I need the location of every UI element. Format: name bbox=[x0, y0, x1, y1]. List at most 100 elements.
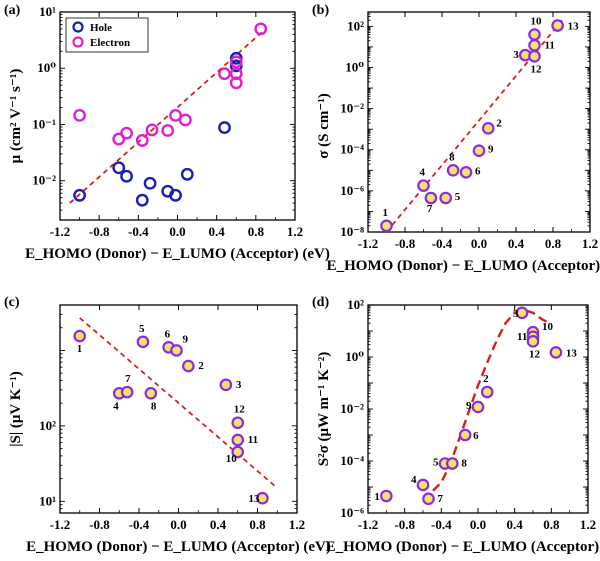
x-tick-label: -0.4 bbox=[431, 517, 452, 532]
panel-b: -1.2 -0.8 -0.4 0.0 0.4 0.8 1.2 10⁻⁸ 10⁻⁶ 10⁻⁴ 10⁻²… bbox=[312, 3, 600, 274]
y-tick-label: 10⁰ bbox=[37, 60, 56, 75]
y-tick-label: 10² bbox=[347, 18, 364, 33]
plot-frame bbox=[367, 11, 591, 233]
x-tick-label: 1.2 bbox=[582, 236, 598, 251]
x-tick-label: -0.4 bbox=[129, 517, 150, 532]
data-point bbox=[446, 164, 460, 177]
point-label: 12 bbox=[531, 63, 543, 75]
point-label: 2 bbox=[496, 117, 502, 129]
x-tick-label: -1.2 bbox=[50, 224, 71, 239]
data-point bbox=[439, 191, 452, 205]
x-tick-label: 0.4 bbox=[508, 236, 525, 251]
x-tick-label: 0.8 bbox=[545, 236, 562, 251]
data-point bbox=[471, 400, 485, 414]
x-tick-label: -0.8 bbox=[89, 517, 110, 532]
point-label: 10 bbox=[542, 321, 554, 333]
point-label: 6 bbox=[473, 430, 479, 442]
x-tick-label: 0.0 bbox=[169, 224, 185, 239]
data-point bbox=[458, 428, 472, 442]
y-tick-label: 10⁰ bbox=[345, 59, 364, 74]
point-label: 5 bbox=[455, 191, 461, 203]
x-tick-label: 1.2 bbox=[289, 517, 305, 532]
data-point bbox=[459, 166, 473, 179]
y-axis-label: μ (cm² V⁻¹ s⁻¹) bbox=[8, 69, 24, 164]
data-point bbox=[144, 387, 158, 400]
data-point bbox=[416, 478, 430, 492]
electron-point bbox=[145, 123, 159, 137]
data-point bbox=[380, 489, 393, 503]
x-tick-label: 0.4 bbox=[507, 517, 524, 532]
point-label: 1 bbox=[374, 491, 380, 503]
point-label: 9 bbox=[488, 144, 494, 156]
x-axis-label: E_HOMO (Donor) − E_LUMO (Acceptor) (eV) bbox=[327, 258, 600, 274]
point-label: 13 bbox=[566, 347, 578, 359]
data-point bbox=[549, 346, 563, 359]
data-point bbox=[182, 359, 195, 373]
hole-point bbox=[120, 169, 133, 183]
data-point bbox=[136, 335, 150, 349]
x-tick-label: 0.0 bbox=[170, 517, 186, 532]
point-label: 5 bbox=[433, 457, 439, 469]
point-label: 11 bbox=[517, 331, 527, 343]
panel-a: -1.2 -0.8 -0.4 0.0 0.4 0.8 1.2 10⁻² 10⁻¹ 10⁰ 10¹ (a… bbox=[4, 3, 330, 262]
y-tick-label: 10⁻⁶ bbox=[340, 505, 364, 520]
y-tick-label: 10⁻⁸ bbox=[340, 224, 364, 239]
electron-point bbox=[218, 67, 231, 81]
y-tick-label: 10² bbox=[39, 418, 56, 433]
point-label: 1 bbox=[77, 343, 83, 355]
data-point bbox=[120, 385, 134, 399]
y-tick-label: 10⁻² bbox=[340, 101, 364, 116]
fit-line bbox=[422, 308, 552, 502]
data-point bbox=[380, 219, 393, 233]
point-label: 10 bbox=[226, 453, 238, 465]
point-label: 1 bbox=[383, 207, 389, 219]
electron-point bbox=[229, 67, 243, 81]
y-tick-label: 10⁻² bbox=[32, 173, 56, 188]
y-tick-label: 10³ bbox=[39, 0, 56, 3]
x-tick-label: -0.4 bbox=[432, 236, 453, 251]
point-label: 12 bbox=[529, 348, 541, 360]
data-point bbox=[515, 306, 529, 320]
x-tick-label: 0.8 bbox=[248, 224, 265, 239]
fit-line bbox=[69, 28, 267, 204]
electron-point bbox=[161, 124, 175, 137]
data-point bbox=[422, 492, 435, 506]
x-tick-label: -0.4 bbox=[128, 224, 149, 239]
point-label: 8 bbox=[449, 151, 455, 163]
point-label: 7 bbox=[438, 493, 444, 505]
x-tick-label: 0.4 bbox=[209, 224, 226, 239]
data-point bbox=[528, 28, 541, 41]
point-label: 8 bbox=[461, 458, 467, 470]
legend-hole-marker bbox=[72, 21, 84, 33]
data-point bbox=[472, 144, 486, 157]
data-point bbox=[446, 457, 459, 470]
point-label: 4 bbox=[420, 167, 426, 179]
fit-line bbox=[79, 317, 278, 489]
point-label: 7 bbox=[125, 373, 131, 385]
hole-point bbox=[143, 176, 157, 190]
panel-d: -1.2 -0.8 -0.4 0.0 0.4 0.8 1.2 10⁻⁶ 10⁻⁴ 10⁻² 10⁰ 1… bbox=[312, 295, 600, 555]
plot-frame bbox=[59, 304, 298, 514]
point-label: 13 bbox=[248, 493, 260, 505]
data-point bbox=[528, 50, 541, 63]
electron-point bbox=[229, 55, 243, 69]
point-label: 3 bbox=[513, 308, 519, 320]
point-label: 12 bbox=[234, 404, 246, 416]
x-axis-label: E_HOMO (Donor) − E_LUMO (Acceptor) (eV) bbox=[25, 246, 330, 262]
hole-point bbox=[135, 193, 149, 207]
electron-point bbox=[169, 108, 182, 122]
point-label: 5 bbox=[139, 323, 145, 335]
x-tick-label: 1.2 bbox=[580, 517, 596, 532]
x-tick-label: -0.8 bbox=[89, 224, 110, 239]
data-point bbox=[528, 39, 541, 52]
y-tick-label: 10¹ bbox=[39, 4, 56, 19]
data-point bbox=[256, 491, 269, 505]
electron-point bbox=[135, 134, 149, 147]
point-label: 9 bbox=[466, 400, 472, 412]
point-label: 7 bbox=[427, 203, 433, 215]
data-point bbox=[417, 179, 430, 192]
legend: Hole Electron bbox=[65, 17, 149, 53]
data-point bbox=[480, 385, 494, 399]
x-axis-label: E_HOMO (Donor) − E_LUMO (Acceptor) (eV) bbox=[326, 539, 600, 555]
electron-point bbox=[120, 126, 133, 140]
